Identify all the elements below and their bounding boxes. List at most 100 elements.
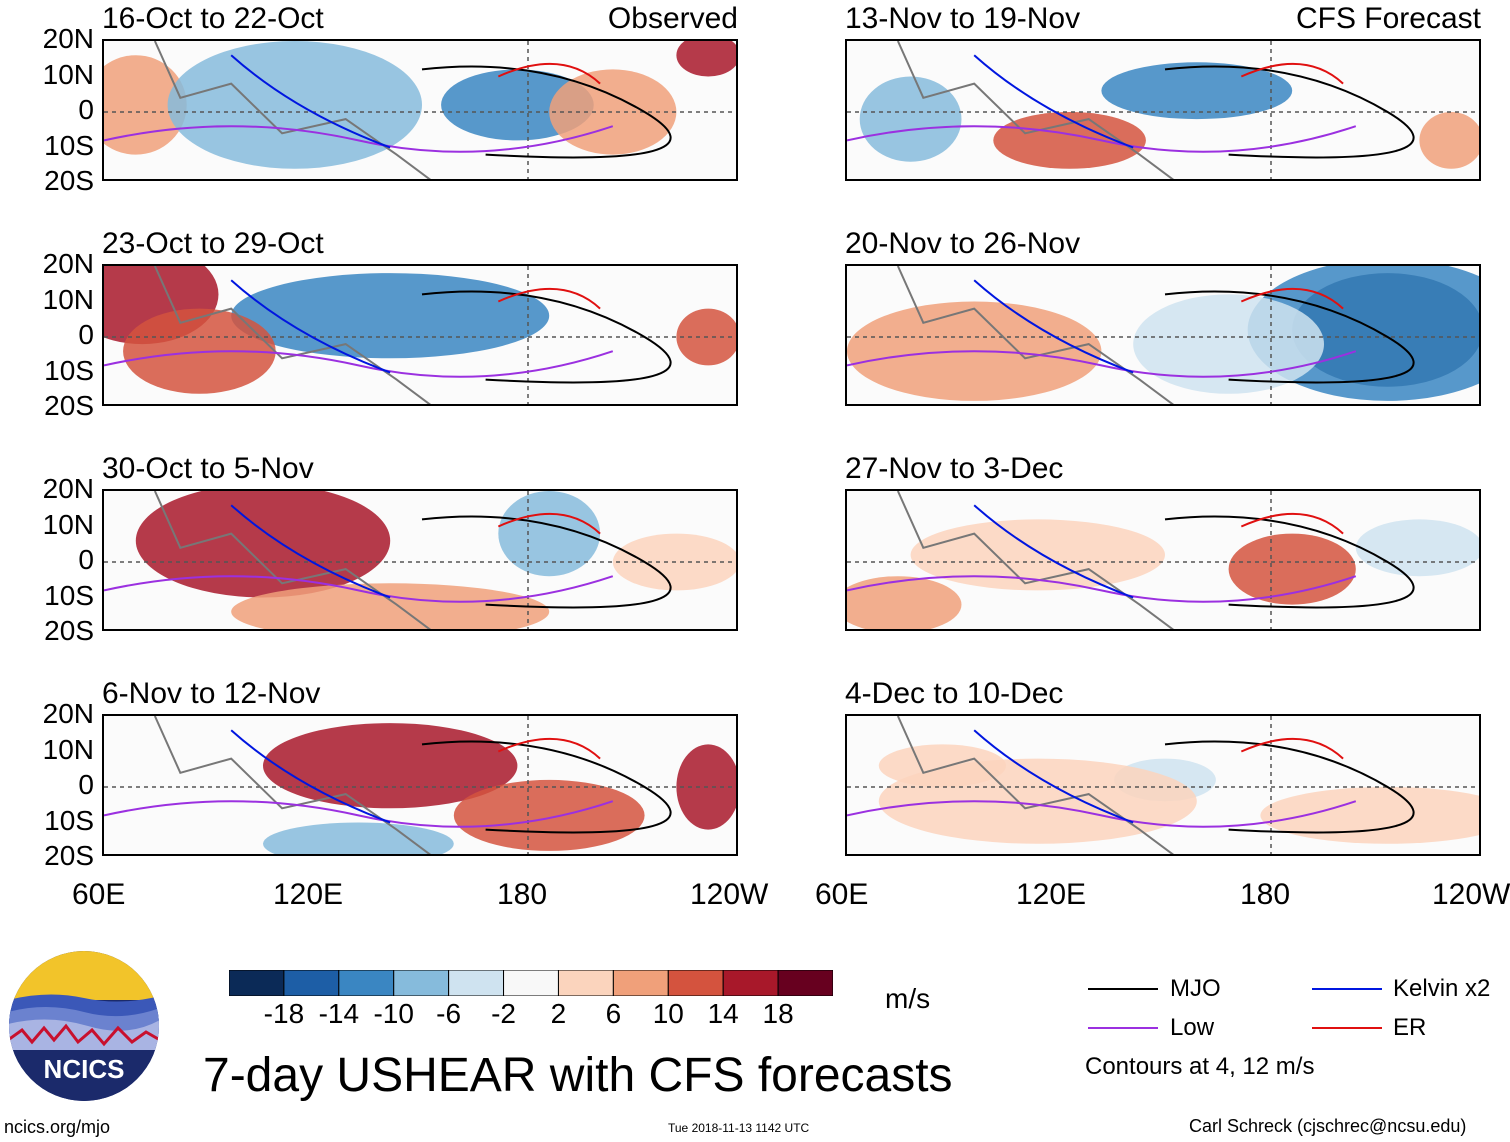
y-tick-label: 0 bbox=[78, 319, 94, 350]
contour-line bbox=[973, 504, 1134, 599]
timestamp: Tue 2018-11-13 1142 UTC bbox=[668, 1121, 810, 1135]
contour-line bbox=[230, 504, 391, 599]
x-tick-label: 60E bbox=[815, 878, 869, 911]
map-field bbox=[104, 266, 736, 404]
contour-line bbox=[1164, 515, 1415, 609]
x-tick-label: 180 bbox=[497, 878, 548, 911]
map-panel bbox=[102, 39, 738, 181]
shading-region bbox=[231, 583, 550, 629]
shading-region bbox=[263, 822, 454, 854]
shading-region bbox=[1133, 294, 1324, 394]
coastline bbox=[153, 41, 432, 179]
contour-line bbox=[230, 54, 391, 149]
legend-label-mjo: MJO bbox=[1170, 975, 1221, 1002]
coastline bbox=[896, 41, 1175, 179]
shading-region bbox=[167, 41, 422, 169]
colorbar-label: 18 bbox=[762, 998, 794, 1029]
contour-line bbox=[104, 125, 614, 153]
contour-line bbox=[1164, 740, 1415, 834]
y-tick-label: 10S bbox=[44, 804, 94, 836]
legend-line-mjo bbox=[1088, 988, 1158, 990]
coastline bbox=[153, 716, 432, 854]
map-field bbox=[847, 716, 1479, 854]
shading-region bbox=[910, 519, 1165, 591]
colorbar-swatch bbox=[722, 970, 779, 996]
coastline bbox=[896, 716, 1175, 854]
y-tick-label: 10N bbox=[42, 733, 94, 765]
map-field bbox=[847, 41, 1479, 179]
map-panel bbox=[845, 489, 1481, 631]
site-link[interactable]: ncics.org/mjo bbox=[4, 1117, 111, 1137]
y-tick-label: 10N bbox=[42, 58, 94, 90]
colorbar bbox=[229, 970, 833, 996]
panel-title: 13-Nov to 19-Nov bbox=[845, 2, 1081, 35]
map-field bbox=[847, 491, 1479, 629]
colorbar-swatch bbox=[283, 970, 340, 996]
map-panel bbox=[845, 264, 1481, 406]
shading-region bbox=[1260, 787, 1479, 844]
contour-note: Contours at 4, 12 m/s bbox=[1085, 1053, 1315, 1080]
contour-line bbox=[973, 279, 1134, 374]
shading-region bbox=[498, 491, 601, 577]
y-tick-label: 10N bbox=[42, 508, 94, 540]
panel-title: 23-Oct to 29-Oct bbox=[102, 227, 324, 260]
map-field bbox=[104, 41, 736, 179]
colorbar-swatch bbox=[448, 970, 505, 996]
y-tick-label: 20N bbox=[42, 23, 94, 54]
shading-region bbox=[1419, 112, 1479, 169]
y-tick-label: 0 bbox=[78, 769, 94, 800]
shading-region bbox=[1355, 519, 1479, 577]
map-panel bbox=[102, 489, 738, 631]
contour-line bbox=[230, 729, 391, 824]
y-tick-label: 20S bbox=[44, 840, 94, 871]
colorbar-label: -6 bbox=[436, 998, 462, 1029]
contour-line bbox=[421, 515, 672, 609]
contour-line bbox=[847, 575, 1357, 603]
contour-line bbox=[230, 279, 391, 374]
colorbar-label: -18 bbox=[263, 998, 305, 1029]
legend-label-kelvin: Kelvin x2 bbox=[1393, 975, 1491, 1002]
legend-line-low bbox=[1088, 1027, 1158, 1029]
panel-title: 20-Nov to 26-Nov bbox=[845, 227, 1081, 260]
column-tag: Observed bbox=[607, 2, 738, 35]
shading-region bbox=[847, 576, 962, 629]
coastline bbox=[153, 266, 432, 404]
map-panel bbox=[102, 264, 738, 406]
panel-title: 27-Nov to 3-Dec bbox=[845, 452, 1064, 485]
panel-title: 4-Dec to 10-Dec bbox=[845, 677, 1064, 710]
colorbar-swatch bbox=[557, 970, 614, 996]
colorbar-label: 14 bbox=[707, 998, 739, 1029]
author-credit: Carl Schreck (cjschrec@ncsu.edu) bbox=[1189, 1116, 1467, 1136]
x-tick-label: 180 bbox=[1240, 878, 1291, 911]
contour-line bbox=[1164, 290, 1415, 384]
legend-line-kelvin bbox=[1312, 988, 1382, 990]
y-tick-label: 10N bbox=[42, 283, 94, 315]
shading-region bbox=[878, 744, 1006, 787]
colorbar-label: 10 bbox=[652, 998, 684, 1029]
contour-line bbox=[497, 737, 601, 760]
contour-line bbox=[104, 350, 614, 378]
contour-line bbox=[847, 350, 1357, 378]
contour-line bbox=[1240, 512, 1344, 535]
logo-text: NCICS bbox=[44, 1054, 125, 1084]
y-tick-label: 10S bbox=[44, 579, 94, 611]
x-tick-label: 120E bbox=[273, 878, 344, 911]
y-tick-label: 20S bbox=[44, 390, 94, 421]
colorbar-swatch bbox=[229, 970, 285, 996]
coastline bbox=[896, 266, 1175, 404]
shading-region bbox=[549, 69, 677, 155]
column-tag: CFS Forecast bbox=[1295, 2, 1481, 35]
colorbar-label: -10 bbox=[373, 998, 414, 1029]
colorbar-label: 6 bbox=[605, 998, 622, 1029]
coastline bbox=[896, 491, 1175, 629]
contour-line bbox=[847, 800, 1357, 828]
colorbar-swatch bbox=[393, 970, 450, 996]
colorbar-label: 2 bbox=[550, 998, 567, 1029]
legend-label-er: ER bbox=[1393, 1014, 1427, 1041]
colorbar-label: -2 bbox=[491, 998, 516, 1029]
y-tick-label: 10S bbox=[44, 354, 94, 386]
contour-line bbox=[421, 740, 672, 834]
contour-line bbox=[421, 290, 672, 384]
colorbar-swatch bbox=[612, 970, 669, 996]
x-tick-label: 120W bbox=[690, 878, 769, 911]
